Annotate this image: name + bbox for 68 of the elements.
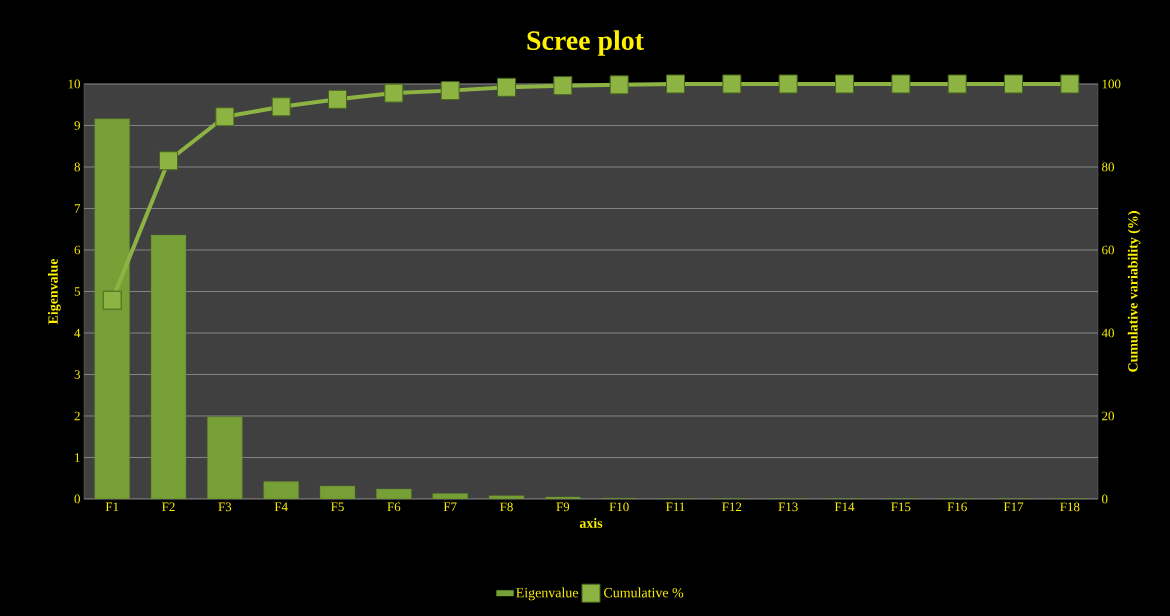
y-tick-label: 4 — [74, 328, 81, 338]
y2-tick-label: 80 — [1102, 162, 1114, 172]
x-axis-title: axis — [579, 518, 603, 528]
x-tick-label: F13 — [778, 502, 798, 512]
y2-tick-label: 0 — [1102, 494, 1108, 504]
bar — [319, 485, 356, 499]
x-tick-label: F9 — [556, 502, 570, 512]
point — [215, 107, 235, 127]
x-tick-label: F17 — [1003, 502, 1024, 512]
y-tick-label: 8 — [74, 162, 80, 172]
y2-axis-title: Cumulative variability (%) — [1127, 211, 1141, 372]
y-tick-label: 0 — [74, 494, 80, 504]
x-tick-label: F5 — [331, 502, 344, 512]
y-tick-label: 5 — [74, 287, 80, 296]
point — [722, 74, 742, 94]
bar — [207, 416, 243, 499]
y-tick-label: 9 — [74, 121, 80, 130]
point — [778, 74, 798, 94]
bar — [432, 493, 468, 499]
y-tick-label: 10 — [68, 79, 80, 89]
bar — [545, 496, 581, 499]
point — [102, 290, 122, 310]
x-tick-label: F3 — [218, 502, 232, 512]
point — [1004, 74, 1024, 94]
y-tick-label: 2 — [74, 411, 80, 421]
x-tick-label: F6 — [387, 502, 401, 512]
point — [328, 89, 348, 109]
y2-tick-label: 40 — [1101, 328, 1114, 338]
legend-label: Eigenvalue — [516, 587, 579, 601]
x-tick-label: F15 — [891, 502, 911, 512]
x-tick-label: F8 — [500, 502, 513, 512]
y-tick-label: 3 — [74, 370, 80, 379]
x-tick-label: F7 — [443, 502, 457, 511]
legend-label: Cumulative % — [604, 587, 684, 598]
bar — [263, 481, 299, 499]
point — [271, 97, 291, 117]
point — [440, 81, 460, 101]
x-tick-label: F10 — [609, 502, 629, 512]
y-tick-label: 6 — [74, 245, 81, 255]
y-tick-label: 7 — [74, 204, 81, 213]
x-tick-label: F2 — [162, 502, 175, 512]
x-tick-label: F16 — [947, 502, 967, 512]
point — [891, 74, 911, 94]
y-axis-title: Eigenvalue — [47, 258, 61, 325]
point — [666, 74, 686, 94]
x-tick-label: F14 — [834, 502, 855, 512]
point — [835, 74, 855, 94]
y2-tick-label: 20 — [1102, 411, 1114, 421]
x-tick-label: F18 — [1060, 502, 1080, 512]
bar — [488, 495, 525, 499]
y2-tick-label: 60 — [1102, 245, 1114, 255]
bar — [150, 234, 187, 499]
point — [947, 74, 967, 94]
chart-title: Scree plot — [527, 30, 644, 56]
bar — [94, 118, 130, 499]
point — [159, 151, 179, 171]
y2-tick-label: 100 — [1102, 79, 1121, 89]
bar — [376, 488, 412, 499]
x-tick-label: F4 — [274, 502, 288, 512]
x-tick-label: F1 — [105, 502, 119, 512]
point — [1060, 74, 1080, 94]
point — [553, 76, 573, 96]
point — [497, 77, 517, 97]
point — [384, 83, 404, 103]
x-tick-label: F11 — [666, 502, 685, 512]
y-tick-label: 1 — [75, 453, 80, 462]
x-tick-label: F12 — [722, 502, 742, 512]
point — [609, 75, 629, 95]
